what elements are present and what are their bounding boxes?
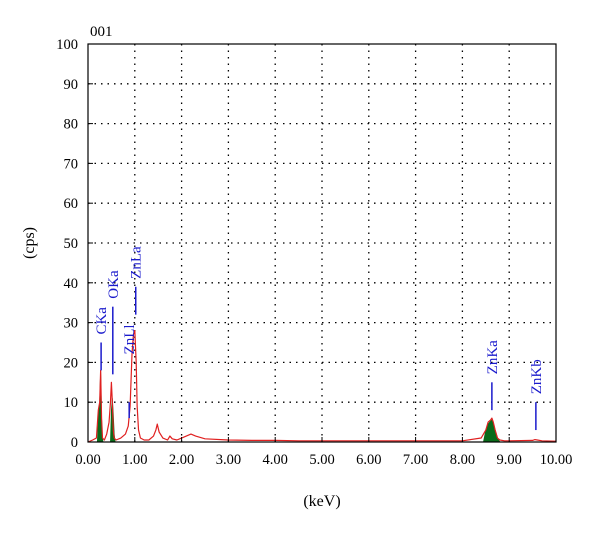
x-tick-label: 8.00 [450,452,475,468]
peak-label-oka: OKa [106,270,122,299]
spectrum-line [87,329,557,443]
x-tick-label: 6.00 [356,452,381,468]
peak-label-znla: ZnLa [129,246,145,279]
y-tick-label: 90 [64,77,79,93]
y-tick-label: 100 [56,37,78,53]
x-tick-label: 10.00 [540,452,573,468]
y-tick-label: 70 [64,156,79,172]
x-tick-label: 2.00 [169,452,194,468]
x-tick-label: 9.00 [497,452,522,468]
x-tick-label: 7.00 [403,452,428,468]
x-tick-label: 3.00 [216,452,241,468]
y-tick-label: 40 [64,276,79,292]
y-tick-label: 60 [64,196,79,212]
peak-label-znka: ZnKa [485,340,501,374]
y-tick-label: 50 [64,236,79,252]
peak-label-znll: ZnLl [122,324,138,354]
peak-markers: CKa OKa ZnLl ZnLa ZnKa ZnKb [94,246,545,431]
x-axis-ticks: 0.00 1.00 2.00 3.00 4.00 5.00 6.00 7.00 8.00 9.00… [75,437,572,468]
grid-lines [88,44,556,442]
peak-label-znkb: ZnKb [529,359,545,394]
y-tick-label: 10 [64,395,79,411]
y-tick-label: 20 [64,355,79,371]
y-axis-label: (cps) [21,227,38,259]
y-tick-label: 30 [64,316,79,332]
x-axis-label: (keV) [303,493,340,510]
chart-title: 001 [90,24,113,40]
x-tick-label: 4.00 [263,452,288,468]
x-tick-label: 5.00 [309,452,334,468]
y-tick-label: 80 [64,117,79,133]
peak-label-cka: CKa [94,307,110,335]
spectrum-lines [87,329,557,443]
x-tick-label: 0.00 [75,452,100,468]
y-tick-label: 0 [71,435,78,451]
x-tick-label: 1.00 [122,452,147,468]
y-axis-ticks: 0 10 20 30 40 50 60 70 80 90 100 [56,37,93,451]
